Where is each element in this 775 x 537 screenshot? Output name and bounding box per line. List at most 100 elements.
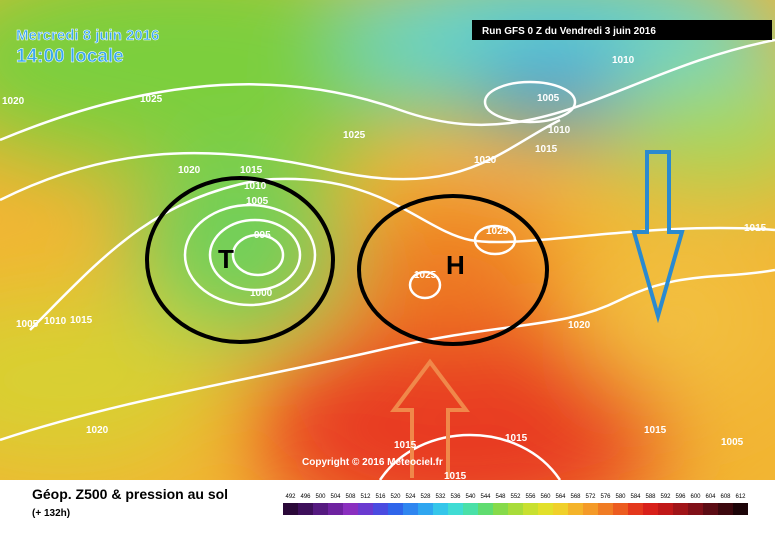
scale-label: 524 — [405, 494, 416, 500]
scale-label: 536 — [450, 494, 461, 500]
scale-cell — [643, 503, 658, 515]
scale-cell — [448, 503, 463, 515]
isobar-label: 1010 — [548, 125, 571, 136]
scale-cell — [553, 503, 568, 515]
scale-cell — [328, 503, 343, 515]
date: Mercredi 8 juin 2016 — [16, 27, 159, 44]
isobar-label: 1015 — [70, 315, 93, 326]
isobar-label: 1015 — [535, 144, 558, 155]
isobar-label: 1000 — [250, 288, 273, 299]
scale-label: 584 — [630, 494, 641, 500]
isobar-label: 1005 — [16, 319, 39, 330]
scale-cell — [523, 503, 538, 515]
isobar-labels: 1020 1025 1025 1010 1005 1010 1015 1020 1020 1015… — [2, 55, 767, 482]
scale-label: 532 — [435, 494, 446, 500]
isobar-label: 1005 — [246, 196, 269, 207]
scale-cell — [583, 503, 598, 515]
lead-time: (+ 132h) — [32, 508, 70, 519]
isobar-label: 1010 — [612, 55, 635, 66]
scale-label: 604 — [705, 494, 716, 500]
scale-label: 588 — [645, 494, 656, 500]
isobar-label: 1015 — [644, 425, 667, 436]
isobar-label: 1020 — [474, 155, 497, 166]
scale-label: 560 — [540, 494, 551, 500]
low-label: T — [218, 244, 234, 274]
isobar-label: 1005 — [721, 437, 744, 448]
scale-label: 600 — [690, 494, 701, 500]
scale-label: 508 — [345, 494, 356, 500]
scale-label: 504 — [330, 494, 341, 500]
scale-cell — [718, 503, 733, 515]
scale-cell — [388, 503, 403, 515]
scale-cell — [613, 503, 628, 515]
isobar-label: 1025 — [343, 130, 366, 141]
scale-label: 552 — [510, 494, 521, 500]
scale-label: 572 — [585, 494, 596, 500]
footer-title: Géop. Z500 & pression au sol — [32, 486, 228, 502]
isobar-label: 1025 — [414, 270, 437, 281]
scale-cell — [658, 503, 673, 515]
isobar-label: 1020 — [178, 165, 201, 176]
scale-label: 568 — [570, 494, 581, 500]
scale-cell — [493, 503, 508, 515]
scale-label: 496 — [300, 494, 311, 500]
scale-cell — [343, 503, 358, 515]
scale-cell — [298, 503, 313, 515]
scale-label: 564 — [555, 494, 566, 500]
scale-cell — [358, 503, 373, 515]
time: 14:00 locale — [16, 46, 124, 67]
scale-cell — [733, 503, 748, 515]
isobar-label: 1020 — [86, 425, 109, 436]
low-circle — [145, 176, 335, 344]
scale-label: 512 — [360, 494, 371, 500]
isobar-label: 1015 — [444, 471, 467, 482]
isobar-label: 1015 — [240, 165, 263, 176]
scale-label: 520 — [390, 494, 401, 500]
scale-cell — [283, 503, 298, 515]
scale-label: 500 — [315, 494, 326, 500]
isobar-label: 1015 — [744, 223, 767, 234]
scale-cell — [373, 503, 388, 515]
copyright: Copyright © 2016 Meteociel.fr — [302, 457, 443, 468]
scale-label: 596 — [675, 494, 686, 500]
scale-label: 612 — [735, 494, 746, 500]
isobar-label: 1010 — [244, 181, 267, 192]
scale-label: 580 — [615, 494, 626, 500]
isobars — [0, 38, 775, 480]
scale-cell — [478, 503, 493, 515]
scale-cell — [568, 503, 583, 515]
run-label: Run GFS 0 Z du Vendredi 3 juin 2016 — [482, 26, 656, 37]
scale-cell — [538, 503, 553, 515]
scale-cell — [688, 503, 703, 515]
high-label: H — [446, 250, 465, 280]
scale-cell — [673, 503, 688, 515]
isobar-label: 995 — [254, 230, 271, 241]
scale-label: 516 — [375, 494, 386, 500]
scale-cell — [508, 503, 523, 515]
scale-cell — [703, 503, 718, 515]
scale-label: 492 — [285, 494, 296, 500]
scale-label: 556 — [525, 494, 536, 500]
isobar-label: 1015 — [505, 433, 528, 444]
scale-cell — [418, 503, 433, 515]
scale-cell — [313, 503, 328, 515]
color-scale: 492 496 500 504 508 512 516 520 524 528 532 536 540 5… — [283, 494, 748, 515]
isobar-label: 1020 — [2, 96, 25, 107]
scale-label: 528 — [420, 494, 431, 500]
scale-cell — [598, 503, 613, 515]
scale-label: 576 — [600, 494, 611, 500]
isobar-label: 1005 — [537, 93, 560, 104]
scale-label: 592 — [660, 494, 671, 500]
blue-arrow — [631, 150, 685, 324]
isobar-label: 1025 — [486, 226, 509, 237]
scale-label: 548 — [495, 494, 506, 500]
scale-cell — [433, 503, 448, 515]
orange-arrow — [390, 358, 470, 478]
scale-label: 608 — [720, 494, 731, 500]
scale-label: 544 — [480, 494, 491, 500]
run-box — [472, 20, 772, 40]
isobar-label: 1020 — [568, 320, 591, 331]
